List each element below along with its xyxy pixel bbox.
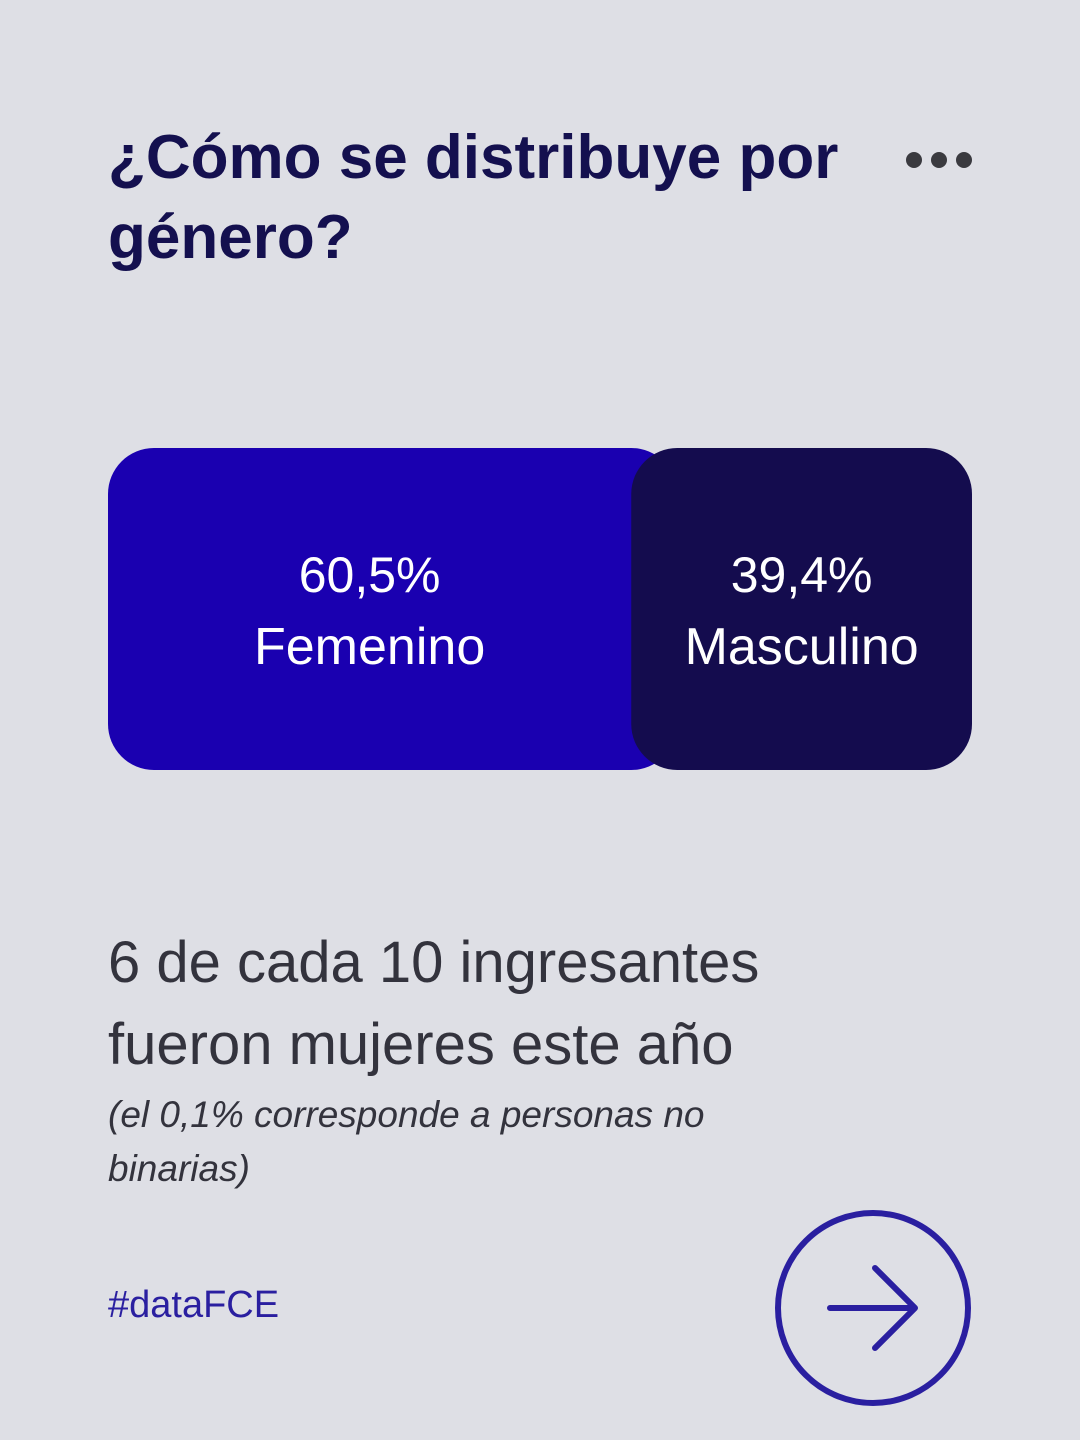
value-label: 60,5%: [299, 547, 441, 603]
note: (el 0,1% corresponde a personas no binar…: [108, 1094, 705, 1189]
caption: 6 de cada 10 ingresantes fueron mujeres …: [108, 930, 760, 1077]
value-label: 39,4%: [731, 547, 873, 603]
bar-segment: [108, 448, 678, 770]
hashtag: #dataFCE: [108, 1284, 280, 1326]
category-label: Femenino: [254, 618, 485, 676]
more-menu[interactable]: [900, 145, 980, 175]
category-label: Masculino: [685, 618, 919, 676]
bar-segment: [631, 448, 972, 770]
chart: 60,5% Femenino 39,4% Masculino: [108, 448, 972, 770]
title: ¿Cómo se distribuye por género?: [108, 123, 839, 272]
next-button[interactable]: [770, 1205, 976, 1411]
